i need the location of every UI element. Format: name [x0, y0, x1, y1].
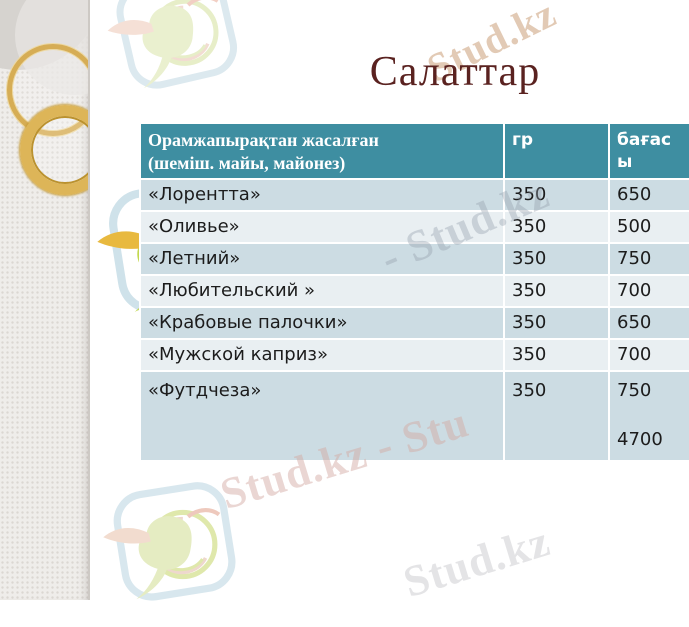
- header-grams-column: гр: [503, 122, 610, 180]
- decorative-left-strip: [0, 0, 90, 600]
- salad-price-table: Орамжапырақтан жасалған (шеміш. майы, ма…: [139, 122, 689, 462]
- page-title: Салаттар: [369, 49, 541, 95]
- table-row: «Футдчеза» 350 750 4700: [139, 370, 689, 462]
- table-row: «Крабовые палочки» 350 650: [139, 306, 689, 340]
- price-cell: 650: [608, 178, 689, 212]
- grams-cell: 350: [503, 210, 610, 244]
- grams-cell: 350: [503, 338, 610, 372]
- grams-cell: 350: [503, 370, 610, 462]
- header-dish-column: Орамжапырақтан жасалған (шеміш. майы, ма…: [139, 122, 505, 180]
- price-cell: 700: [608, 274, 689, 308]
- dish-name-cell: «Футдчеза»: [139, 370, 505, 462]
- dish-name-cell: «Крабовые палочки»: [139, 306, 505, 340]
- table-row: «Любительский » 350 700: [139, 274, 689, 308]
- price-cell: 500: [608, 210, 689, 244]
- hummingbird-logo-icon: [95, 0, 255, 113]
- gold-ring-ornament: [20, 105, 88, 195]
- grams-cell: 350: [503, 242, 610, 276]
- price-value: 750: [617, 380, 652, 401]
- table-header-row: Орамжапырақтан жасалған (шеміш. майы, ма…: [139, 122, 689, 180]
- grams-cell: 350: [503, 274, 610, 308]
- hummingbird-logo-icon: [95, 462, 250, 627]
- price-cell: 650: [608, 306, 689, 340]
- header-price-column: бағасы: [608, 122, 689, 180]
- dish-name-cell: «Любительский »: [139, 274, 505, 308]
- price-cell: 750 4700: [608, 370, 689, 462]
- price-cell: 700: [608, 338, 689, 372]
- dish-name-cell: «Лорентта»: [139, 178, 505, 212]
- grams-cell: 350: [503, 178, 610, 212]
- dish-name-cell: «Мужской каприз»: [139, 338, 505, 372]
- grams-cell: 350: [503, 306, 610, 340]
- table-row: «Лорентта» 350 650: [139, 178, 689, 212]
- table-row: «Мужской каприз» 350 700: [139, 338, 689, 372]
- table-row: «Оливье» 350 500: [139, 210, 689, 244]
- stud-kz-watermark: Stud.kz: [397, 516, 556, 607]
- price-cell: 750: [608, 242, 689, 276]
- price-extra-value: 4700: [617, 428, 663, 450]
- dish-name-cell: «Оливье»: [139, 210, 505, 244]
- dish-name-cell: «Летний»: [139, 242, 505, 276]
- table-row: «Летний» 350 750: [139, 242, 689, 276]
